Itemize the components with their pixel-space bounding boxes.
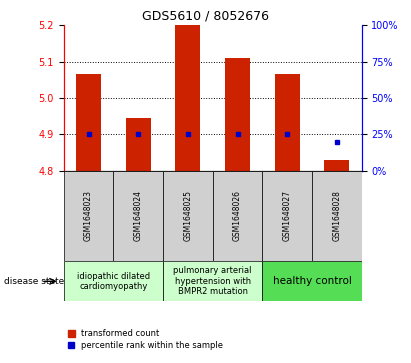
- Bar: [225, 58, 250, 171]
- Bar: [113, 171, 163, 261]
- Bar: [275, 74, 300, 171]
- Bar: [312, 171, 362, 261]
- Text: GSM1648023: GSM1648023: [84, 191, 93, 241]
- Text: GSM1648024: GSM1648024: [134, 191, 143, 241]
- Text: GSM1648025: GSM1648025: [183, 191, 192, 241]
- Bar: [213, 171, 262, 261]
- Bar: [64, 171, 113, 261]
- Bar: [163, 171, 213, 261]
- Text: GSM1648028: GSM1648028: [332, 191, 342, 241]
- Bar: [262, 261, 362, 301]
- Bar: [64, 261, 163, 301]
- Text: disease state: disease state: [4, 277, 65, 286]
- Legend: transformed count, percentile rank within the sample: transformed count, percentile rank withi…: [68, 329, 223, 350]
- Text: GDS5610 / 8052676: GDS5610 / 8052676: [142, 9, 269, 22]
- Bar: [163, 261, 262, 301]
- Bar: [324, 160, 349, 171]
- Text: idiopathic dilated
cardiomyopathy: idiopathic dilated cardiomyopathy: [77, 272, 150, 291]
- Text: pulmonary arterial
hypertension with
BMPR2 mutation: pulmonary arterial hypertension with BMP…: [173, 266, 252, 296]
- Text: healthy control: healthy control: [272, 276, 351, 286]
- Text: GSM1648026: GSM1648026: [233, 191, 242, 241]
- Bar: [76, 74, 101, 171]
- Bar: [262, 171, 312, 261]
- Bar: [126, 118, 150, 171]
- Bar: [175, 25, 200, 171]
- Text: GSM1648027: GSM1648027: [283, 191, 292, 241]
